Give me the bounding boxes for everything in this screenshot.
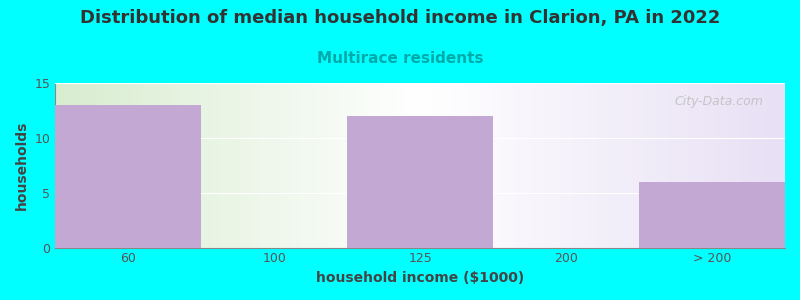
Bar bbox=[347, 116, 493, 248]
Bar bbox=[55, 105, 202, 248]
Text: City-Data.com: City-Data.com bbox=[674, 94, 763, 107]
Bar bbox=[639, 182, 785, 247]
Text: Multirace residents: Multirace residents bbox=[317, 51, 483, 66]
X-axis label: household income ($1000): household income ($1000) bbox=[316, 271, 524, 285]
Text: Distribution of median household income in Clarion, PA in 2022: Distribution of median household income … bbox=[80, 9, 720, 27]
Y-axis label: households: households bbox=[15, 121, 29, 210]
